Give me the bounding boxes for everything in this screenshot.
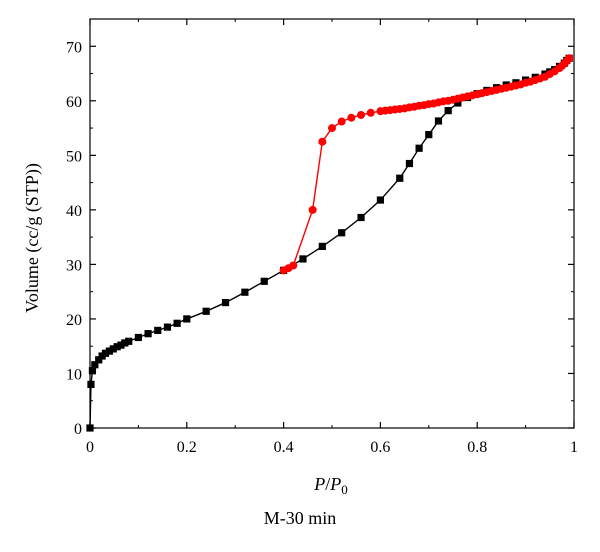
y-tick-labels: 0 10 20 30 40 50 60 70 — [66, 39, 82, 438]
plot-frame — [89, 18, 575, 429]
y-tick-label: 0 — [74, 421, 82, 438]
data-point-square — [125, 337, 133, 345]
data-point-circle — [376, 107, 385, 116]
data-point-square — [113, 343, 121, 351]
data-point-square — [134, 333, 142, 342]
x-axis-label-slash: / — [325, 474, 330, 494]
data-point-square — [338, 229, 346, 237]
y-tick-label: 40 — [66, 203, 82, 220]
data-point-square — [86, 424, 94, 432]
y-tick-label: 30 — [66, 257, 82, 274]
data-point-square — [117, 341, 125, 349]
data-point-square — [87, 380, 95, 388]
data-point-square — [434, 117, 443, 125]
data-point-square — [154, 326, 162, 334]
data-point-square — [357, 213, 365, 222]
data-point-square — [88, 367, 97, 375]
data-point-square — [105, 347, 113, 355]
data-point-circle — [366, 108, 375, 117]
data-point-square — [95, 356, 103, 364]
data-point-square — [144, 330, 152, 338]
data-point-square — [444, 107, 452, 115]
x-tick-label: 0.4 — [274, 439, 294, 456]
data-point-square — [376, 196, 384, 204]
data-point-circle — [279, 266, 288, 275]
x-tick-label: 0.6 — [370, 439, 390, 456]
y-tick-label: 50 — [66, 148, 82, 165]
data-point-square — [221, 298, 230, 307]
data-point-square — [405, 159, 414, 168]
desorption-series — [279, 54, 574, 275]
data-point-square — [454, 99, 462, 107]
data-point-circle — [328, 124, 336, 133]
x-axis-label-p: P — [313, 474, 325, 494]
x-tick-label: 0.8 — [467, 439, 487, 456]
y-tick-label: 20 — [66, 312, 82, 329]
data-point-square — [163, 323, 172, 331]
adsorption-series — [86, 54, 573, 432]
y-tick-label: 10 — [66, 366, 82, 383]
x-axis-label-subscript: 0 — [341, 482, 348, 497]
x-tick-label: 0.2 — [177, 439, 197, 456]
data-point-square — [202, 307, 210, 315]
data-point-square — [425, 131, 433, 139]
data-point-square — [241, 288, 249, 296]
data-point-circle — [347, 113, 356, 122]
x-tick-labels: 0 0.2 0.4 0.6 0.8 1 — [86, 439, 578, 456]
y-tick-label: 60 — [66, 94, 82, 111]
y-axis-label: Volume (cc/g (STP)) — [22, 163, 43, 313]
x-axis-label-p0: P — [329, 474, 341, 494]
data-point-square — [101, 349, 110, 357]
data-point-square — [396, 174, 404, 182]
data-point-square — [121, 339, 129, 347]
data-point-square — [183, 315, 191, 323]
figure-caption: M-30 min — [263, 508, 337, 528]
series-line — [283, 57, 570, 272]
data-point-square — [260, 277, 268, 285]
data-point-square — [415, 144, 423, 152]
data-point-square — [109, 345, 117, 353]
x-axis-label: P/P0 — [313, 474, 348, 497]
data-point-square — [173, 319, 181, 327]
data-point-square — [299, 255, 307, 263]
series-line — [89, 57, 570, 429]
x-tick-label: 1 — [570, 439, 578, 456]
y-tick-label: 70 — [66, 39, 82, 56]
data-point-square — [91, 361, 99, 369]
plot-area — [86, 18, 575, 432]
data-point-circle — [318, 137, 327, 146]
x-tick-label: 0 — [86, 439, 94, 456]
data-point-square — [318, 242, 326, 251]
data-point-circle — [357, 110, 366, 119]
data-point-circle — [337, 117, 346, 126]
data-point-circle — [308, 205, 317, 214]
